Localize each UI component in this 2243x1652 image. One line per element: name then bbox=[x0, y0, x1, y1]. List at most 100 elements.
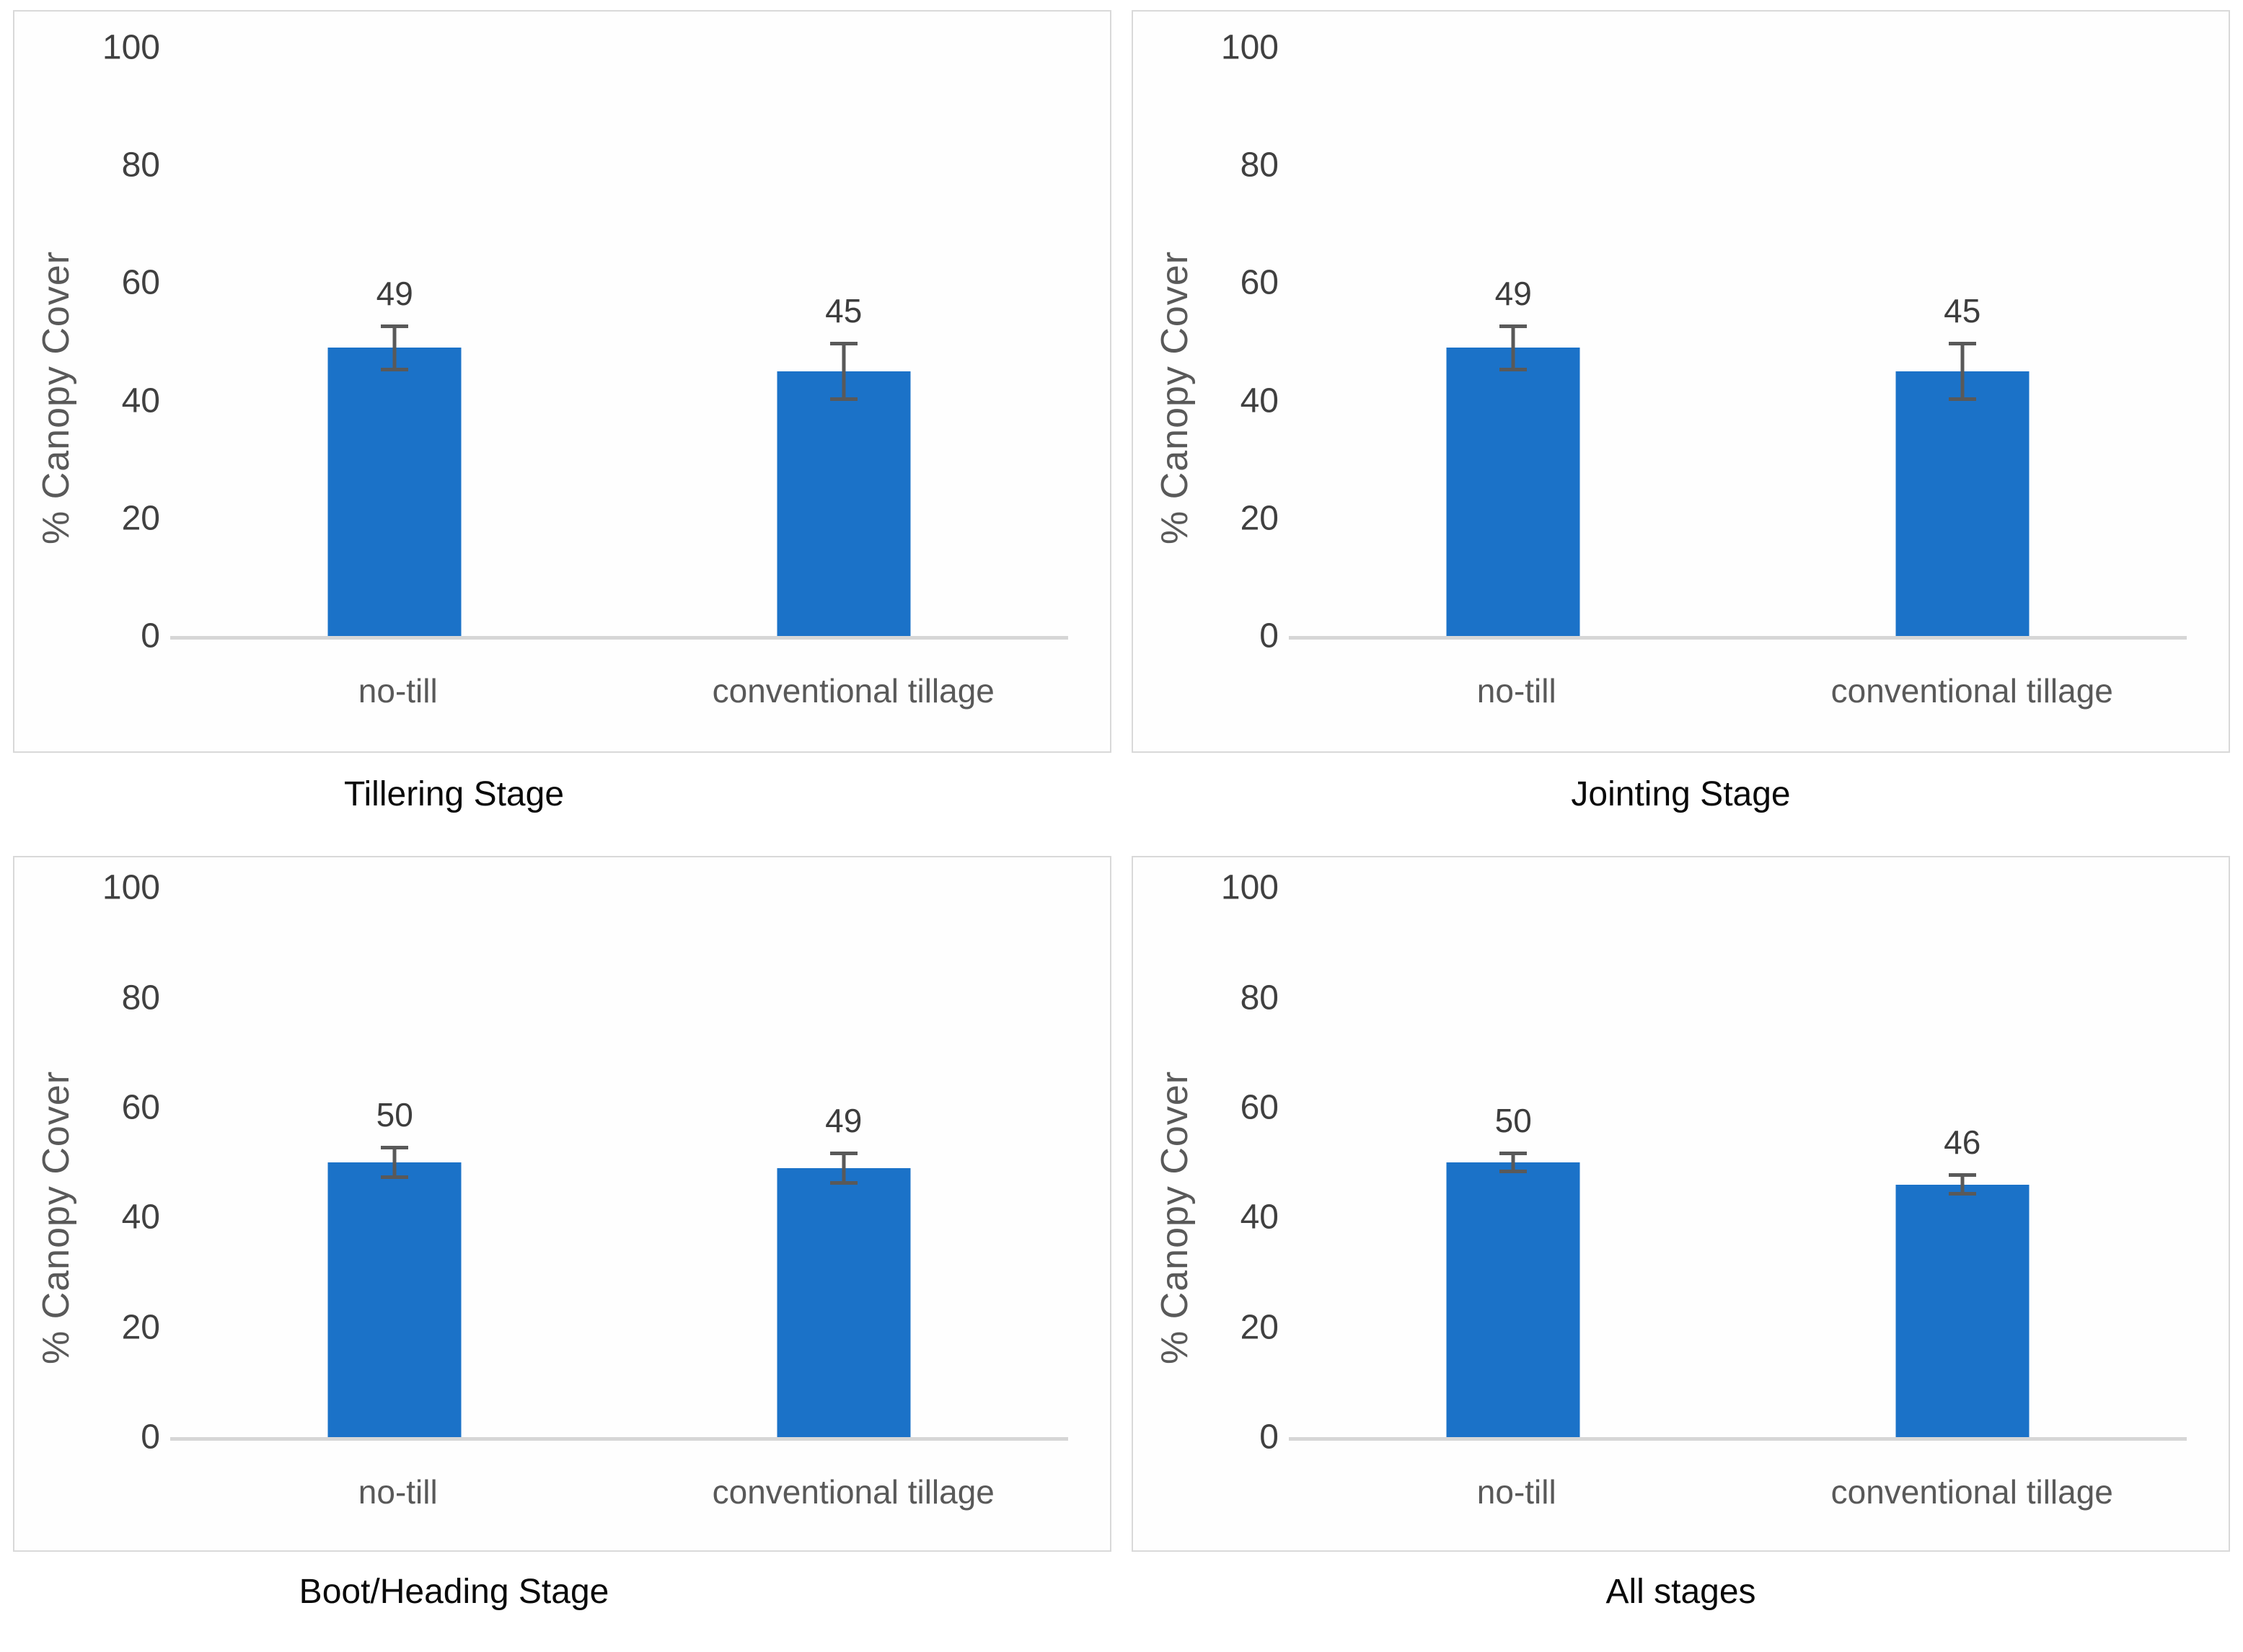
error-bar bbox=[381, 324, 409, 371]
figure-grid: % Canopy Cover 100 80 60 40 20 0 49 45 no-till… bbox=[13, 10, 2230, 1612]
chart-title: Jointing Stage bbox=[1571, 775, 1791, 813]
x-category-label-conventional-tillage: conventional tillage bbox=[712, 672, 995, 710]
bar-slot-0: 49 bbox=[170, 48, 620, 636]
bar-no-till bbox=[327, 1162, 462, 1438]
bar-value-label: 49 bbox=[825, 1101, 863, 1139]
error-bar-cap-top bbox=[1499, 324, 1528, 328]
x-axis-category-labels: no-till conventional tillage bbox=[1289, 640, 2200, 748]
x-category-label-no-till: no-till bbox=[358, 672, 438, 710]
y-tick-label-40: 40 bbox=[1240, 381, 1279, 420]
x-category-label-conventional-tillage: conventional tillage bbox=[1830, 1473, 2113, 1511]
y-tick-label-100: 100 bbox=[102, 28, 160, 67]
chart-panel-jointing-stage: % Canopy Cover 100 80 60 40 20 0 49 45 no-till… bbox=[1132, 10, 2230, 856]
y-axis-title: % Canopy Cover bbox=[35, 250, 77, 545]
error-bar-line bbox=[1960, 342, 1965, 401]
y-tick-label-80: 80 bbox=[1240, 979, 1279, 1017]
error-bar bbox=[829, 1151, 858, 1185]
bar-slot-1: 45 bbox=[620, 48, 1069, 636]
plot-wrapper: 49 45 no-till conventional tillage bbox=[1289, 48, 2200, 748]
y-tick-label-80: 80 bbox=[121, 979, 160, 1017]
error-bar-line bbox=[1511, 324, 1515, 371]
bar-slot-0: 50 bbox=[1289, 888, 1738, 1438]
bar-conventional-tillage bbox=[777, 371, 911, 636]
error-bar-cap-top bbox=[829, 342, 858, 346]
y-tick-label-0: 0 bbox=[1259, 1418, 1279, 1457]
x-axis-category-labels: no-till conventional tillage bbox=[1289, 1441, 2200, 1547]
error-bar-cap-bottom bbox=[1948, 397, 1976, 401]
plot-panel: % Canopy Cover 100 80 60 40 20 0 49 45 no-till… bbox=[13, 10, 1111, 753]
chart-panel-tillering-stage: % Canopy Cover 100 80 60 40 20 0 49 45 no-till… bbox=[13, 10, 1111, 856]
error-bar bbox=[1499, 324, 1528, 371]
plot-wrapper: 49 45 no-till conventional tillage bbox=[170, 48, 1081, 748]
bar-value-label: 45 bbox=[1944, 292, 1981, 330]
bar-slot-1: 49 bbox=[620, 888, 1069, 1438]
bar-slot-1: 45 bbox=[1738, 48, 2187, 636]
plot-area: 50 46 bbox=[1289, 888, 2187, 1441]
error-bar-cap-top bbox=[381, 324, 409, 328]
error-bar-cap-top bbox=[1948, 1173, 1976, 1178]
error-bar-line bbox=[1960, 1173, 1965, 1196]
chart-title: Boot/Heading Stage bbox=[299, 1573, 609, 1612]
plot-panel: % Canopy Cover 100 80 60 40 20 0 49 45 no-till… bbox=[1132, 10, 2230, 753]
y-tick-label-60: 60 bbox=[1240, 1088, 1279, 1127]
bar-slot-0: 50 bbox=[170, 888, 620, 1438]
y-axis-tick-labels: 100 80 60 40 20 0 bbox=[1201, 869, 1289, 1547]
x-axis-category-labels: no-till conventional tillage bbox=[170, 1441, 1081, 1547]
y-tick-label-40: 40 bbox=[1240, 1198, 1279, 1237]
plot-wrapper: 50 46 no-till conventional tillage bbox=[1289, 888, 2200, 1547]
bar-no-till bbox=[1446, 1162, 1580, 1438]
y-tick-label-80: 80 bbox=[121, 146, 160, 185]
y-tick-label-60: 60 bbox=[121, 1088, 160, 1127]
bar-value-label: 45 bbox=[825, 292, 863, 330]
y-tick-label-60: 60 bbox=[121, 263, 160, 302]
bar-conventional-tillage bbox=[1895, 371, 2030, 636]
y-axis-title: % Canopy Cover bbox=[1154, 1071, 1196, 1365]
y-axis-tick-labels: 100 80 60 40 20 0 bbox=[1201, 29, 1289, 748]
y-axis-title: % Canopy Cover bbox=[1154, 250, 1196, 545]
error-bar-cap-top bbox=[829, 1151, 858, 1155]
bar-no-till bbox=[327, 348, 462, 636]
error-bar-line bbox=[1511, 1151, 1515, 1174]
x-category-label-no-till: no-till bbox=[1476, 1473, 1556, 1511]
y-tick-label-20: 20 bbox=[121, 1308, 160, 1347]
y-tick-label-40: 40 bbox=[121, 1198, 160, 1237]
y-axis-title: % Canopy Cover bbox=[35, 1071, 77, 1365]
y-tick-label-0: 0 bbox=[141, 1418, 160, 1457]
y-tick-label-0: 0 bbox=[1259, 617, 1279, 655]
plot-wrapper: 50 49 no-till conventional tillage bbox=[170, 888, 1081, 1547]
x-category-label-no-till: no-till bbox=[1476, 672, 1556, 710]
y-tick-label-40: 40 bbox=[121, 381, 160, 420]
error-bar-cap-bottom bbox=[829, 397, 858, 401]
error-bar-cap-top bbox=[1948, 342, 1976, 346]
bar-slot-0: 49 bbox=[1289, 48, 1738, 636]
error-bar-line bbox=[392, 1146, 397, 1180]
bar-value-label: 49 bbox=[1494, 274, 1532, 312]
error-bar-cap-bottom bbox=[381, 1175, 409, 1180]
y-tick-label-100: 100 bbox=[1220, 868, 1279, 907]
error-bar-cap-top bbox=[381, 1146, 409, 1150]
error-bar bbox=[829, 342, 858, 401]
plot-area: 49 45 bbox=[170, 48, 1068, 640]
y-tick-label-20: 20 bbox=[1240, 1308, 1279, 1347]
error-bar-line bbox=[392, 324, 397, 371]
y-tick-label-20: 20 bbox=[1240, 499, 1279, 538]
plot-panel: % Canopy Cover 100 80 60 40 20 0 50 49 no-till… bbox=[13, 856, 1111, 1552]
chart-panel-all-stages: % Canopy Cover 100 80 60 40 20 0 50 46 no-till… bbox=[1132, 856, 2230, 1612]
plot-area: 50 49 bbox=[170, 888, 1068, 1441]
bar-value-label: 46 bbox=[1944, 1123, 1981, 1162]
error-bar-cap-bottom bbox=[1948, 1191, 1976, 1196]
plot-panel: % Canopy Cover 100 80 60 40 20 0 50 46 no-till… bbox=[1132, 856, 2230, 1552]
error-bar bbox=[1948, 342, 1976, 401]
x-axis-category-labels: no-till conventional tillage bbox=[170, 640, 1081, 748]
error-bar-cap-bottom bbox=[829, 1180, 858, 1185]
chart-panel-boot-heading-stage: % Canopy Cover 100 80 60 40 20 0 50 49 no-till… bbox=[13, 856, 1111, 1612]
x-category-label-conventional-tillage: conventional tillage bbox=[712, 1473, 995, 1511]
error-bar-line bbox=[842, 1151, 846, 1185]
bar-value-label: 49 bbox=[376, 274, 413, 312]
error-bar-line bbox=[842, 342, 846, 401]
y-tick-label-80: 80 bbox=[1240, 146, 1279, 185]
y-axis-tick-labels: 100 80 60 40 20 0 bbox=[82, 869, 170, 1547]
error-bar bbox=[1948, 1173, 1976, 1196]
error-bar-cap-bottom bbox=[381, 367, 409, 371]
x-category-label-conventional-tillage: conventional tillage bbox=[1830, 672, 2113, 710]
